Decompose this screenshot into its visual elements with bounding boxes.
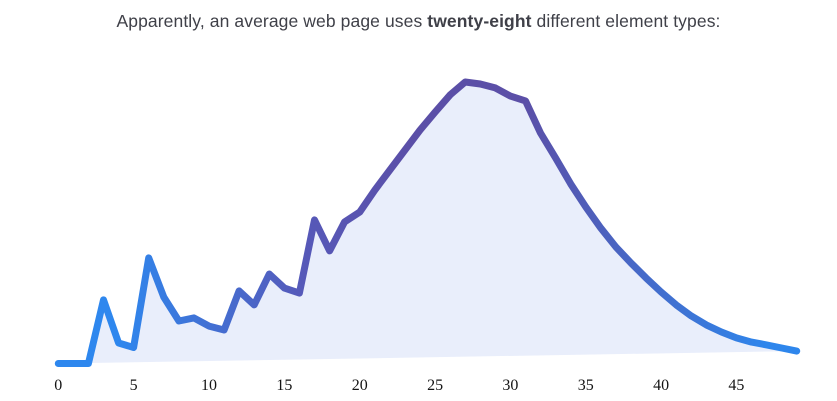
chart-title-prefix: Apparently, an average web page uses	[116, 11, 428, 31]
x-tick-label: 30	[502, 377, 518, 394]
x-tick-label: 25	[427, 377, 443, 394]
x-tick-label: 5	[130, 377, 138, 394]
x-tick-label: 45	[728, 377, 744, 394]
x-tick-label: 15	[276, 377, 292, 394]
area-fill	[58, 82, 797, 364]
x-tick-label: 0	[54, 377, 62, 394]
chart-title: Apparently, an average web page uses twe…	[0, 9, 837, 33]
distribution-line	[54, 78, 801, 367]
x-tick-label: 20	[352, 377, 368, 394]
chart-title-suffix: different element types:	[531, 11, 721, 31]
x-tick-label: 10	[201, 377, 217, 394]
x-tick-label: 40	[653, 377, 669, 394]
chart-title-highlight: twenty-eight	[427, 11, 532, 31]
x-tick-label: 35	[578, 377, 594, 394]
